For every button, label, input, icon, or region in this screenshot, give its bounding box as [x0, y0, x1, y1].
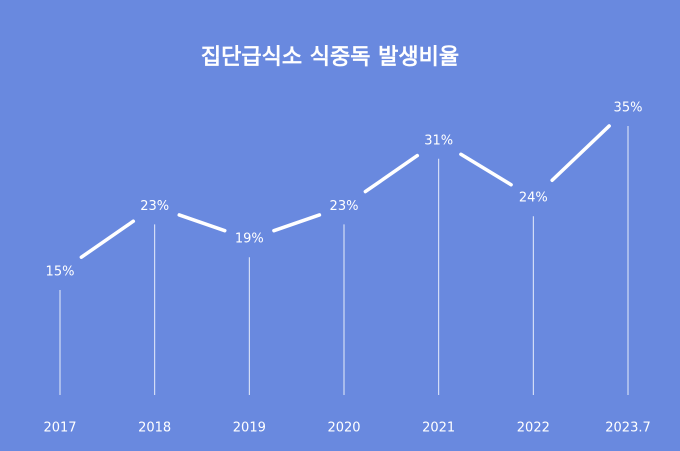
line-segment — [550, 124, 611, 183]
x-tick-label: 2020 — [327, 421, 360, 436]
chart-title: 집단급식소 식중독 발생비율 — [201, 45, 459, 70]
line-segment — [363, 153, 420, 194]
value-label: 31% — [424, 133, 453, 148]
line-segment — [177, 213, 227, 233]
x-tick-label: 2018 — [138, 421, 171, 436]
x-tick-label: 2017 — [43, 421, 76, 436]
line-segment — [79, 219, 136, 259]
line-segment — [272, 213, 322, 233]
x-tick-label: 2023.7 — [605, 421, 651, 436]
x-tick-label: 2021 — [422, 421, 455, 436]
value-label: 23% — [140, 199, 169, 214]
x-tick-label: 2019 — [233, 421, 266, 436]
line-segment — [459, 152, 513, 187]
value-label: 24% — [519, 191, 548, 206]
value-label: 23% — [330, 199, 359, 214]
value-label: 35% — [614, 101, 643, 116]
x-tick-label: 2022 — [517, 421, 550, 436]
value-label: 15% — [46, 265, 75, 280]
value-label: 19% — [235, 232, 264, 247]
